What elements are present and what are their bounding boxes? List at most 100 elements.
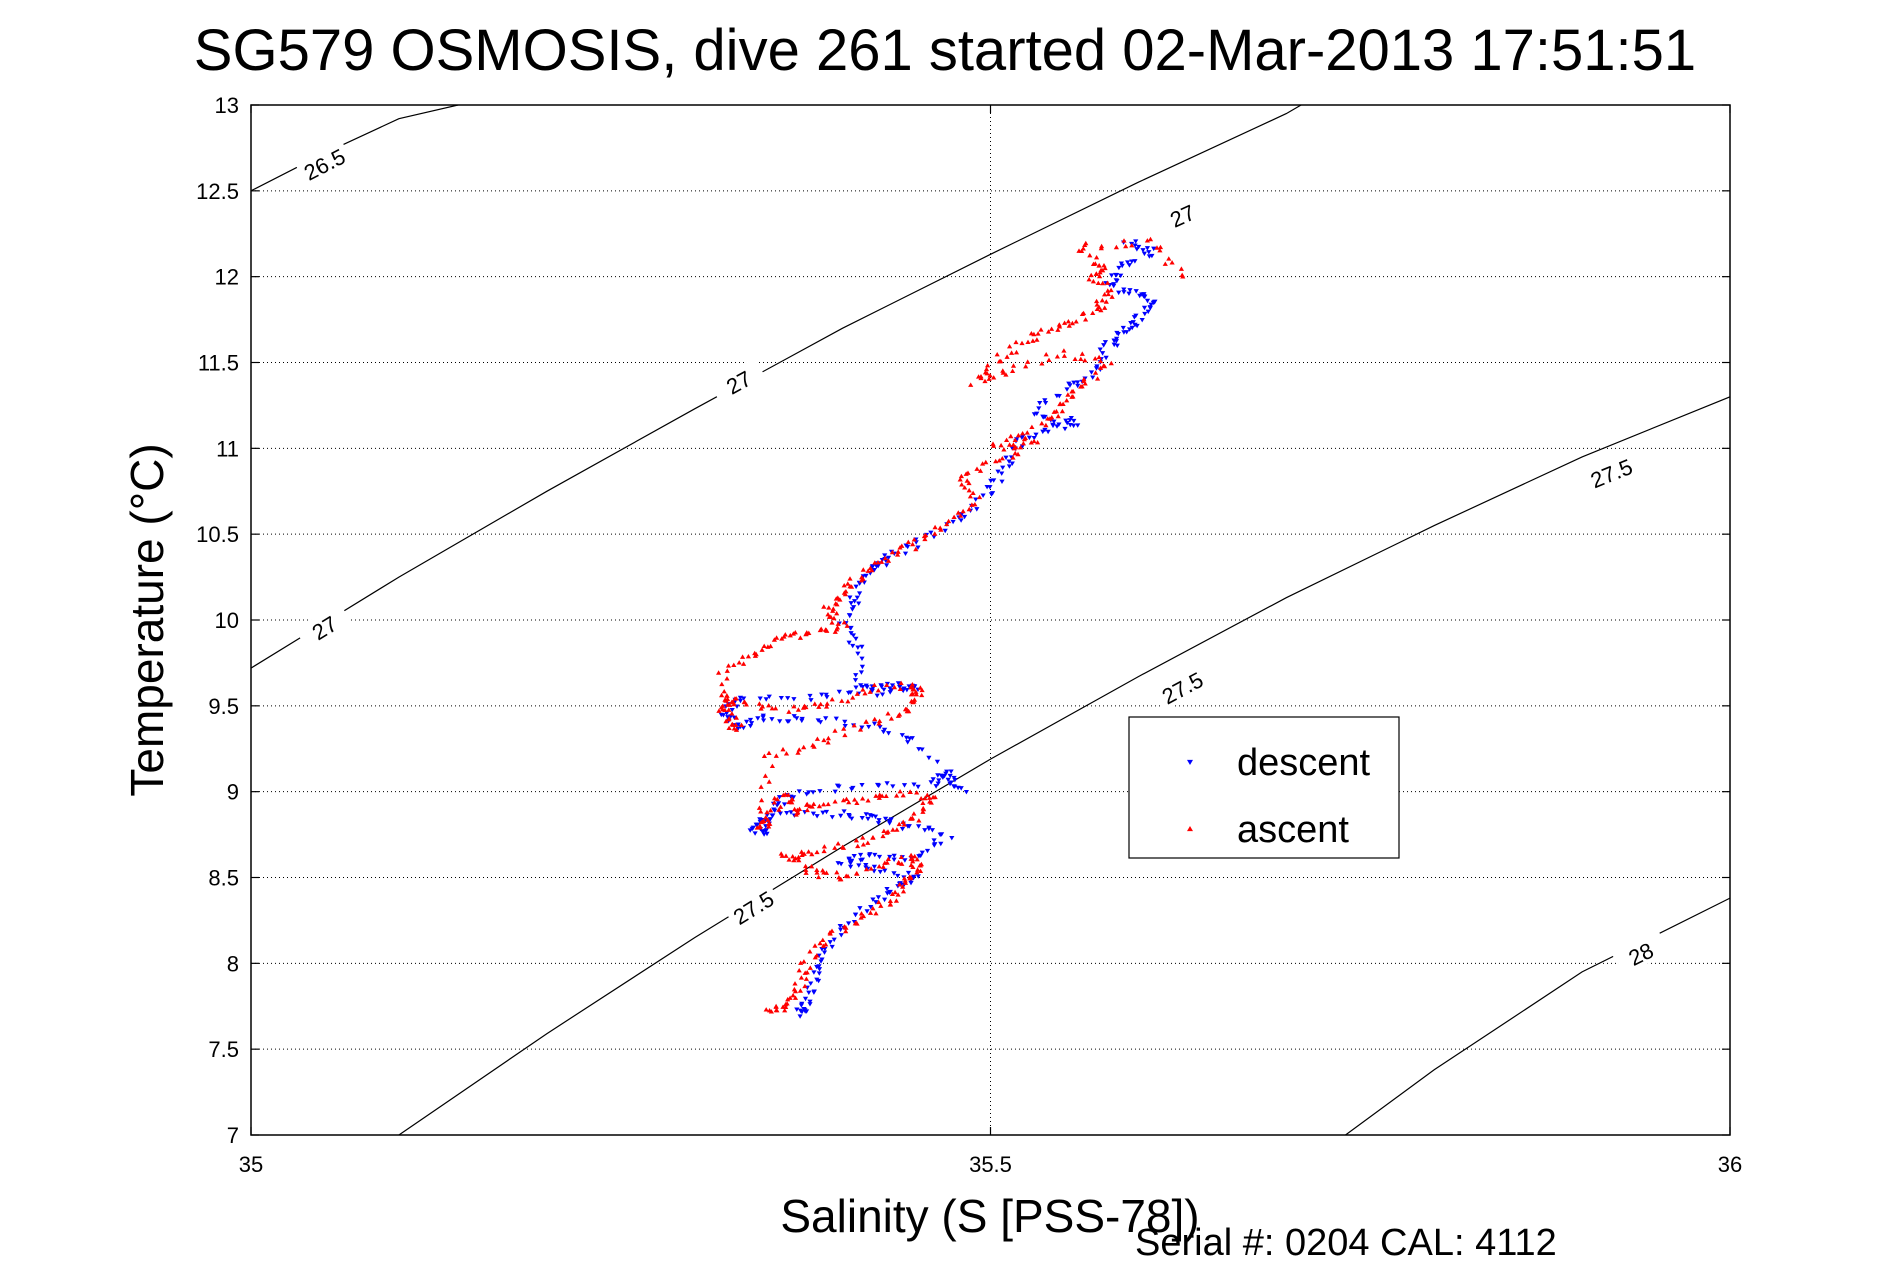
- ascent-point: [840, 844, 846, 850]
- ascent-point: [769, 763, 775, 769]
- ascent-point: [1028, 440, 1034, 445]
- ascent-point: [1056, 322, 1062, 327]
- descent-point: [737, 698, 744, 704]
- ascent-point: [1101, 263, 1107, 268]
- ascent-point: [829, 696, 835, 702]
- ascent-point: [875, 560, 881, 565]
- ascent-point: [977, 494, 983, 500]
- ascent-point: [780, 792, 786, 798]
- ascent-point: [1013, 349, 1020, 355]
- descent-point: [823, 716, 829, 721]
- legend-marker-ascent: [1187, 826, 1193, 832]
- ascent-point: [790, 992, 796, 998]
- ascent-point: [1066, 323, 1072, 328]
- ascent-point: [803, 870, 809, 875]
- descent-point: [838, 813, 844, 819]
- ascent-point: [792, 630, 798, 635]
- ascent-point: [809, 863, 815, 869]
- descent-point: [1140, 248, 1146, 253]
- ascent-point: [841, 726, 847, 731]
- ascent-point: [850, 695, 856, 700]
- descent-point: [1006, 459, 1012, 464]
- ascent-point: [738, 722, 745, 728]
- descent-point: [871, 864, 877, 870]
- descent-point: [814, 814, 820, 819]
- y-tick-label: 13: [215, 93, 239, 118]
- descent-point: [1125, 260, 1131, 265]
- descent-point: [1132, 243, 1138, 248]
- ascent-point: [1035, 331, 1041, 336]
- contour-label-group: 27: [709, 357, 768, 406]
- ascent-point: [752, 653, 758, 658]
- descent-point: [851, 853, 857, 859]
- ascent-point: [1147, 236, 1154, 242]
- ascent-point: [897, 789, 903, 794]
- ascent-point: [1098, 358, 1104, 364]
- ascent-point: [1023, 363, 1029, 369]
- ascent-point: [964, 478, 970, 483]
- descent-point: [899, 733, 905, 738]
- descent-point: [1009, 461, 1015, 466]
- descent-point: [808, 698, 814, 703]
- grid-layer: [251, 105, 1730, 1135]
- ascent-point: [917, 863, 923, 868]
- ascent-point: [820, 937, 826, 943]
- ascent-point: [970, 490, 976, 496]
- ascent-point: [1017, 445, 1024, 450]
- ascent-point: [986, 376, 992, 381]
- ascent-point: [1020, 431, 1026, 436]
- ascent-point: [837, 876, 843, 882]
- descent-point: [903, 543, 909, 548]
- ascent-point: [895, 892, 901, 897]
- descent-point: [875, 821, 882, 826]
- descent-point: [854, 595, 860, 600]
- descent-point: [866, 724, 872, 730]
- descent-point: [1118, 273, 1124, 279]
- ascent-point: [1083, 240, 1089, 246]
- descent-point: [952, 777, 958, 783]
- descent-point: [831, 937, 837, 943]
- ascent-point: [833, 601, 839, 606]
- descent-point: [778, 695, 784, 701]
- ascent-point: [966, 487, 972, 493]
- ascent-point: [928, 800, 934, 805]
- ascent-point: [847, 576, 853, 581]
- descent-point: [915, 874, 921, 879]
- ascent-point: [795, 707, 801, 712]
- descent-point: [815, 718, 821, 723]
- ascent-point: [1180, 274, 1186, 279]
- descent-point: [835, 861, 841, 866]
- descent-point: [887, 889, 893, 895]
- ascent-point: [1069, 320, 1075, 326]
- descent-point: [1062, 426, 1068, 432]
- descent-point: [799, 718, 805, 724]
- descent-point: [819, 692, 825, 697]
- descent-point: [849, 787, 855, 792]
- descent-point: [882, 897, 888, 903]
- ascent-point: [759, 647, 765, 652]
- ascent-point: [834, 610, 840, 616]
- x-tick-label: 35.5: [969, 1152, 1012, 1177]
- ascent-point: [868, 866, 874, 871]
- ascent-point: [897, 882, 903, 887]
- ascent-point: [729, 711, 735, 716]
- ascent-point: [811, 744, 817, 749]
- ascent-point: [908, 862, 914, 868]
- descent-point: [1109, 273, 1115, 278]
- ascent-point: [1095, 280, 1101, 286]
- ascent-point: [1102, 292, 1108, 297]
- descent-point: [938, 841, 944, 847]
- ascent-point: [902, 706, 909, 712]
- descent-point: [810, 811, 816, 817]
- y-axis-label: Temperature (°C): [121, 443, 173, 796]
- ascent-point: [766, 703, 772, 708]
- descent-point: [1118, 261, 1124, 266]
- ascent-point: [1019, 340, 1025, 346]
- ascent-point: [1082, 381, 1088, 386]
- ascent-point: [832, 799, 838, 804]
- ascent-point: [1043, 352, 1049, 357]
- ascent-point: [860, 835, 866, 840]
- ascent-point: [897, 686, 903, 692]
- ascent-point: [1096, 304, 1102, 310]
- descent-point: [729, 707, 735, 713]
